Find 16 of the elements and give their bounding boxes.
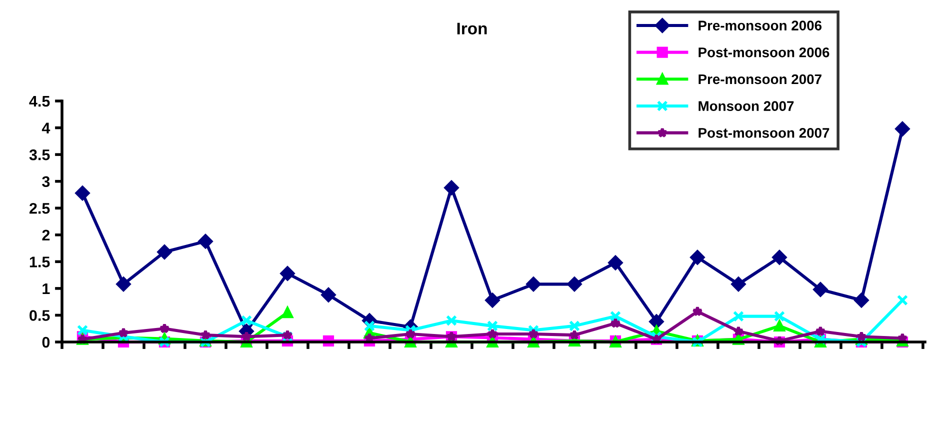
y-tick-label: 0 xyxy=(42,336,50,348)
y-tick-label: 1 xyxy=(42,283,50,294)
y-tick-label: 4.5 xyxy=(29,96,50,107)
y-tick-label: 1.5 xyxy=(30,256,50,268)
legend-label: Post-monsoon 2006 xyxy=(698,47,830,58)
y-tick-label: 3.5 xyxy=(29,149,50,160)
legend-label: Monsoon 2007 xyxy=(698,101,794,111)
y-tick-label: 0.5 xyxy=(30,310,50,321)
legend-label: Pre-monsoon 2007 xyxy=(698,74,822,84)
legend-label: Post-monsoon 2007 xyxy=(698,128,830,138)
y-tick-label: 2.5 xyxy=(29,202,50,214)
y-tick-label: 3 xyxy=(42,176,50,188)
y-tick-label: 2 xyxy=(42,230,50,240)
legend-label: Pre-monsoon 2006 xyxy=(698,20,822,30)
y-tick-label: 4 xyxy=(42,122,50,134)
chart-title: Iron xyxy=(457,22,487,34)
